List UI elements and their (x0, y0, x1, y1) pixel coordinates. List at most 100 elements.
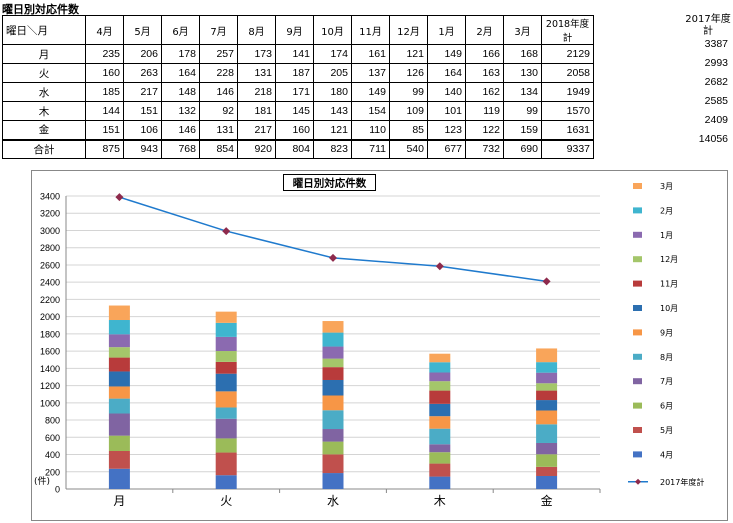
legend-label: 9月 (660, 328, 673, 337)
table-cell: 161 (351, 44, 390, 64)
x-tick-label: 水 (327, 494, 339, 508)
y-tick-label: 0 (55, 485, 60, 495)
y-tick-label: 600 (45, 433, 60, 443)
fy-total-header: 2018年度計 (541, 15, 594, 45)
x-tick-label: 月 (113, 494, 125, 508)
table-cell: 943 (123, 138, 162, 159)
bar-segment (536, 424, 558, 443)
bar-segment (108, 386, 130, 399)
bar-segment (536, 362, 558, 373)
line-marker (222, 227, 231, 236)
table-row: 合計 875 943 768 854 920 804 823 711 540 677 732 690 93… (2, 138, 594, 159)
table-cell: 711 (351, 138, 390, 159)
table-cell: 228 (199, 63, 238, 83)
bar-segment (215, 311, 237, 323)
table-cell: 263 (123, 63, 162, 83)
table-cell: 130 (503, 63, 542, 83)
table-cell: 119 (465, 101, 504, 121)
bar-segment (108, 450, 130, 469)
y-tick-label: 200 (45, 467, 60, 477)
legend-swatch (633, 256, 642, 263)
legend-swatch (633, 280, 642, 287)
bar-segment (536, 372, 558, 384)
month-header: 2月 (465, 15, 504, 45)
data-table: 曜日＼月 4月 5月 6月 7月 8月 9月 10月 11月 12月 1月 2月… (2, 15, 594, 159)
prev-year-header-line1: 2017年度 (685, 14, 731, 25)
table-cell: 2058 (541, 63, 594, 83)
prev-year-value: 2993 (704, 57, 728, 69)
chart-title: 曜日別対応件数 (293, 177, 367, 190)
table-cell: 823 (313, 138, 352, 159)
bar-segment (536, 383, 558, 391)
table-cell: 144 (85, 101, 124, 121)
table-cell: 690 (503, 138, 542, 159)
legend-swatch (633, 353, 642, 360)
table-cell: 768 (161, 138, 200, 159)
table-cell: 173 (237, 44, 276, 64)
bar-segment (108, 371, 130, 387)
legend-label: 2017年度計 (660, 477, 704, 487)
table-cell: 164 (427, 63, 466, 83)
bar-segment (322, 321, 344, 333)
bar-segment (536, 466, 558, 476)
bar-segment (536, 400, 558, 411)
legend-swatch (633, 427, 642, 433)
legend-label: 6月 (660, 402, 673, 411)
bar-segment (429, 381, 451, 391)
bar-segment (322, 346, 344, 359)
bar-segment (322, 395, 344, 411)
legend-swatch (633, 451, 642, 458)
x-tick-label: 金 (541, 493, 553, 508)
bar-segment (322, 473, 344, 489)
prev-year-value: 2409 (704, 114, 728, 126)
bar-segment (215, 407, 237, 419)
y-tick-label: 2600 (40, 260, 60, 270)
bar-segment (429, 416, 451, 429)
table-cell: 875 (85, 138, 124, 159)
legend-label: 2月 (660, 206, 673, 215)
legend-swatch (633, 378, 642, 385)
y-tick-label: 2400 (40, 278, 60, 288)
bar-segment (429, 353, 451, 363)
bar-segment (429, 463, 451, 477)
bar-segment (429, 428, 451, 445)
bar-segment (429, 444, 451, 453)
y-tick-label: 2200 (40, 295, 60, 305)
bar-segment (108, 357, 130, 372)
month-header: 7月 (199, 15, 238, 45)
line-marker (435, 262, 444, 271)
x-tick-label: 木 (434, 494, 446, 508)
bar-segment (322, 379, 344, 396)
bar-segment (215, 351, 237, 362)
legend-line-marker (635, 478, 641, 485)
legend-swatch (633, 231, 642, 238)
bar-segment (215, 322, 237, 337)
legend-label: 12月 (660, 255, 678, 264)
legend-swatch (633, 207, 642, 214)
bar-segment (429, 362, 451, 373)
table-row: 火 160 263 164 228 131 187 205 137 126 164 163 130 205… (2, 63, 594, 83)
bar-segment (429, 372, 451, 382)
bar-segment (322, 454, 344, 474)
table-cell: 149 (427, 44, 466, 64)
bar-segment (108, 413, 130, 436)
table-cell: 804 (275, 138, 314, 159)
prev-year-header: 2017年度 計 (684, 14, 732, 38)
prev-year-value: 2585 (704, 95, 728, 107)
y-tick-label: 3400 (40, 192, 60, 202)
bar-segment (215, 336, 237, 352)
month-header: 9月 (275, 15, 314, 45)
y-tick-label: 1200 (40, 381, 60, 391)
legend-label: 7月 (660, 377, 673, 386)
legend-label: 1月 (660, 231, 673, 240)
bar-segment (429, 403, 451, 417)
table-cell: 2129 (541, 44, 594, 64)
y-tick-label: 1400 (40, 364, 60, 374)
table-cell: 121 (389, 44, 428, 64)
bar-segment (322, 358, 344, 368)
y-tick-label: 3200 (40, 209, 60, 219)
legend-label: 11月 (660, 280, 678, 289)
bar-segment (322, 332, 344, 347)
bar-segment (429, 390, 451, 404)
unit-label: (件) (34, 475, 50, 487)
